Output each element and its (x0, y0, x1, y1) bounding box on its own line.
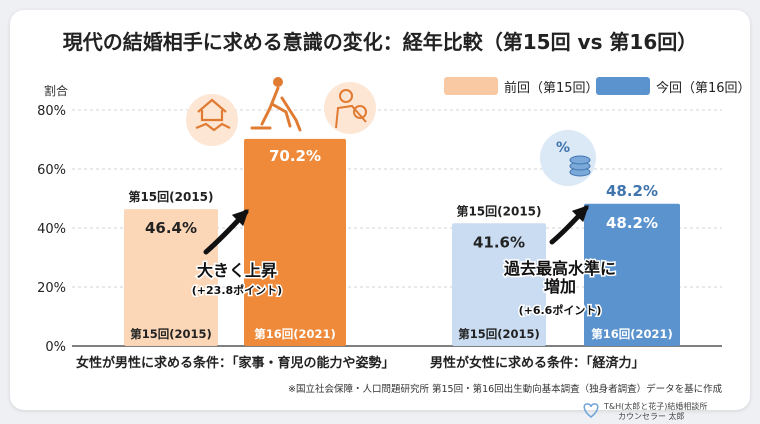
y-tick-label: 40% (37, 222, 66, 237)
data-label: 41.6% (473, 233, 525, 251)
data-label: 70.2% (269, 147, 321, 165)
brand-line2: カウンセラー 太郎 (618, 412, 685, 421)
annotation-male-text: 増加 (544, 277, 576, 296)
source-note: ※国立社会保障・人口問題研究所 第15回・第16回出生動向基本調査（独身者調査）… (288, 384, 723, 395)
legend-label-prev: 前回（第15回） (504, 80, 599, 96)
bar (124, 209, 218, 346)
legend-swatch-prev (444, 77, 498, 95)
increase-arrow-male-head (571, 205, 589, 223)
bar-top-label: 48.2% (606, 182, 658, 200)
data-label: 46.4% (145, 219, 197, 237)
legend-swatch-curr (596, 77, 650, 95)
bar-bottom-label: 第15回(2015) (458, 327, 540, 341)
parent-baby-icon (324, 82, 376, 134)
bar (452, 223, 546, 346)
handshake-house-icon (186, 94, 238, 146)
bar (244, 138, 346, 346)
svg-text:%: % (556, 140, 570, 156)
bar-bottom-label: 第15回(2015) (130, 327, 212, 341)
increase-arrow-female-head (231, 209, 249, 227)
y-axis-label: 割合 (44, 84, 69, 98)
data-label: 48.2% (606, 214, 658, 232)
y-tick-label: 60% (37, 163, 66, 178)
annotation-male-text: 過去最高水準に (503, 259, 616, 278)
legend-item-curr: 今回（第16回） (596, 76, 751, 96)
annotation-female-text: 大きく上昇 (197, 261, 277, 280)
y-tick-label: 20% (37, 281, 66, 296)
chart-title: 現代の結婚相手に求める意識の変化：経年比較（第15回 vs 第16回） (62, 30, 698, 54)
annotation-male-sub: (+6.6ポイント) (519, 303, 602, 317)
bar-bottom-label: 第16回(2021) (591, 327, 673, 341)
brand-line1: T&H(太郎と花子)結婚相談所 (604, 402, 708, 411)
category-label-female: 女性が男性に求める条件：「家事・育児の能力や姿勢」 (76, 356, 395, 371)
brand-text: T&H(太郎と花子)結婚相談所 カウンセラー 太郎 (604, 402, 707, 422)
bar-top-label: 第15回(2015) (128, 189, 213, 204)
category-label-male: 男性が女性に求める条件：「経済力」 (430, 356, 645, 371)
coins-percent-icon: % (540, 130, 596, 186)
bar-bottom-label: 第16回(2021) (254, 327, 336, 341)
annotation-female-sub: (+23.8ポイント) (192, 283, 282, 297)
legend-label-curr: 今回（第16回） (656, 80, 751, 96)
brand-logo-icon (583, 403, 599, 418)
y-tick-label: 80% (37, 104, 66, 119)
legend-item-prev: 前回（第15回） (444, 76, 599, 96)
y-tick-label: 0% (45, 340, 66, 355)
cleaning-person-icon (250, 77, 302, 132)
bar (584, 203, 680, 346)
bar-top-label: 第15回(2015) (456, 203, 541, 218)
